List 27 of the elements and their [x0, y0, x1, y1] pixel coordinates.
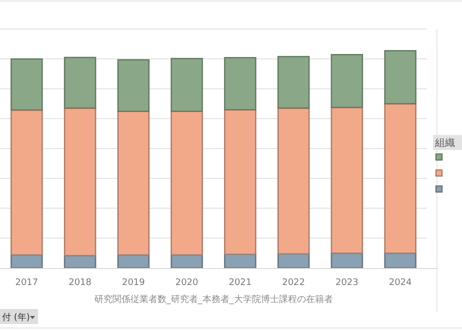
x-tick-label: 2024	[388, 278, 412, 288]
bar	[330, 54, 364, 108]
bar	[384, 103, 416, 254]
bar	[277, 56, 310, 109]
bar	[117, 59, 150, 112]
bar	[64, 56, 96, 109]
bar	[64, 107, 96, 256]
x-tick-label: 2018	[68, 278, 92, 288]
bar	[224, 109, 256, 255]
x-tick-label: 2019	[122, 278, 146, 288]
bar	[224, 57, 256, 110]
bar	[170, 58, 203, 112]
x-tick-label: 2017	[15, 278, 38, 288]
x-tick-label: 2020	[175, 278, 199, 288]
bar	[117, 110, 150, 256]
bar	[10, 58, 43, 111]
bar	[277, 107, 310, 255]
bar	[384, 50, 416, 104]
x-tick-label: 2023	[335, 278, 358, 288]
bar	[170, 110, 203, 256]
x-axis-title: 研究関係従業者数_研究者_本務者_大学院博士課程の在籍者	[94, 294, 333, 305]
text: 付 (年)	[2, 312, 30, 323]
x-tick-label: 2022	[282, 278, 306, 288]
x-tick-label: 2021	[228, 278, 252, 288]
bar	[10, 109, 43, 256]
legend-title: 組織	[434, 137, 455, 149]
bar	[330, 106, 364, 254]
